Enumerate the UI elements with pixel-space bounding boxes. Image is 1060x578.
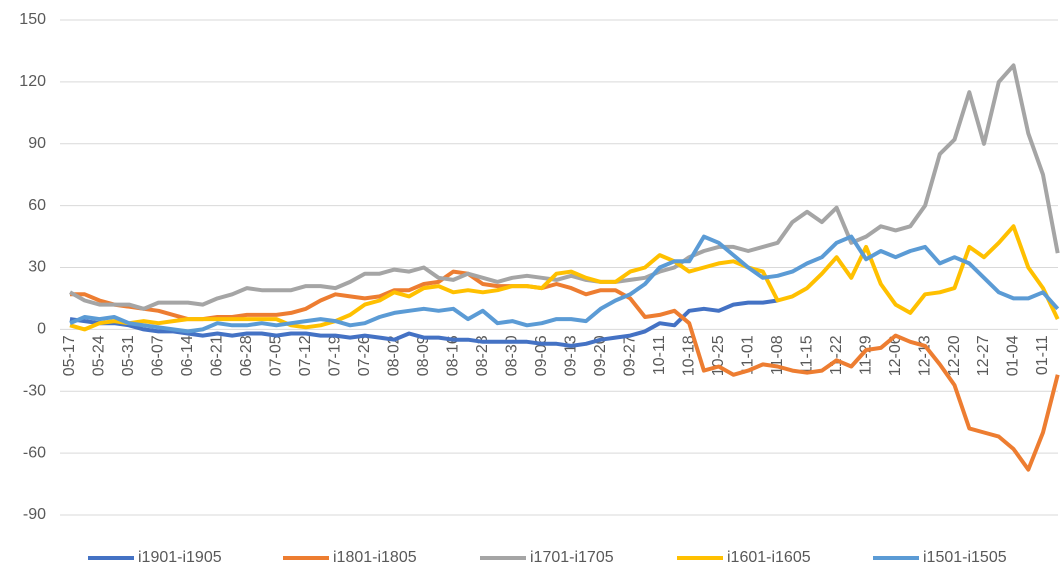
x-tick-label: 10-11 xyxy=(651,335,668,375)
x-tick-label: 08-02 xyxy=(386,335,403,376)
legend-label: i1901-i1905 xyxy=(138,549,222,566)
x-tick-label: 09-20 xyxy=(592,335,609,376)
x-tick-label: 05-31 xyxy=(120,335,137,376)
x-tick-label: 11-29 xyxy=(857,335,874,375)
x-tick-label: 12-20 xyxy=(946,335,963,376)
x-tick-label: 11-22 xyxy=(828,335,845,375)
x-tick-label: 08-30 xyxy=(503,335,520,376)
series-line xyxy=(70,269,1060,472)
x-tick-label: 07-19 xyxy=(327,335,344,376)
y-tick-label: 120 xyxy=(19,73,46,90)
y-tick-label: 150 xyxy=(19,11,46,28)
y-tick-label: 30 xyxy=(28,259,46,276)
x-tick-label: 05-24 xyxy=(91,335,108,376)
x-tick-label: 12-06 xyxy=(887,335,904,376)
x-tick-label: 06-28 xyxy=(238,335,255,376)
x-tick-label: 11-15 xyxy=(798,335,815,375)
x-tick-label: 08-23 xyxy=(474,335,491,376)
legend-label: i1801-i1805 xyxy=(333,549,417,566)
y-tick-label: -90 xyxy=(23,506,46,523)
x-tick-label: 12-27 xyxy=(975,335,992,376)
series-line xyxy=(69,63,1060,311)
y-tick-label: -60 xyxy=(23,444,46,461)
series-line xyxy=(69,298,778,348)
x-tick-label: 07-05 xyxy=(268,335,285,376)
x-tick-label: 11-01 xyxy=(739,335,756,375)
x-tick-label: 06-07 xyxy=(150,335,167,376)
x-tick-label: 10-18 xyxy=(680,335,697,376)
series-line xyxy=(69,224,1060,332)
x-tick-label: 09-13 xyxy=(562,335,579,376)
x-tick-label: 08-16 xyxy=(445,335,462,376)
legend-label: i1501-i1505 xyxy=(923,549,1007,566)
y-tick-label: 0 xyxy=(37,321,46,338)
legend-label: i1601-i1605 xyxy=(727,549,811,566)
x-tick-label: 07-12 xyxy=(297,335,314,376)
x-tick-label: 01-04 xyxy=(1005,335,1022,376)
x-tick-label: 06-14 xyxy=(179,335,196,376)
y-tick-label: 60 xyxy=(28,197,46,214)
y-tick-label: 90 xyxy=(28,135,46,152)
series-line xyxy=(69,234,1060,334)
x-tick-label: 08-09 xyxy=(415,335,432,376)
x-tick-label: 05-17 xyxy=(61,335,78,376)
legend-label: i1701-i1705 xyxy=(530,549,614,566)
x-tick-label: 01-11 xyxy=(1034,335,1051,375)
y-tick-label: -30 xyxy=(23,382,46,399)
x-tick-label: 07-26 xyxy=(356,335,373,376)
x-tick-label: 09-27 xyxy=(621,335,638,376)
x-tick-label: 06-21 xyxy=(209,335,226,376)
